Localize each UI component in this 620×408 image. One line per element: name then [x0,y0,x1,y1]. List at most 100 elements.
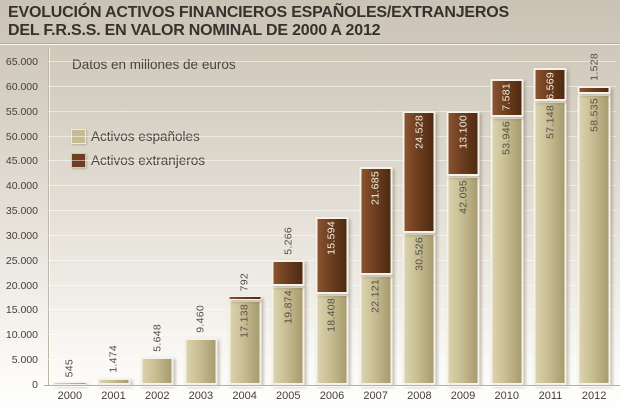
y-axis-tick-label: 40.000 [5,180,38,193]
x-axis-tick-label-2004: 2004 [232,390,257,402]
bar-stack: 42.095 13.100 [446,62,480,385]
y-axis-tick-label: 20.000 [5,279,38,292]
bar-stack: 57.148 6.569 [533,62,567,385]
y-axis-tick-label: 30.000 [5,229,38,242]
bar-group-2004: 17.138 792 [223,62,267,385]
bar-stack: 545 [53,62,87,385]
bar-group-2001: 1.474 [92,62,136,385]
bar-segment-extranjeros [446,111,480,176]
bar-value-label: 1.474 [107,345,120,373]
bar-stack: 58.535 1.528 [577,53,611,385]
y-axis-labels: 0 5.000 10.000 15.000 20.000 25.000 30.000 35.0… [0,56,42,391]
bar-value-label: 6.569 [544,72,557,100]
bar-value-label: 19.874 [282,290,295,324]
bar-group-2002: 5.648 [135,62,179,385]
y-axis-tick-label: 15.000 [5,304,38,317]
bar-stack: 1.474 [97,62,131,385]
x-axis-tick-label-2000: 2000 [57,390,83,402]
bar-segment-extranjeros [228,296,262,300]
chart-subtitle: Datos en millones de euros [72,57,236,72]
x-axis-tick-label-2005: 2005 [276,390,301,402]
bar-segment-espanoles [533,101,567,385]
bar-value-label: 13.100 [457,115,470,149]
chart-title: EVOLUCIÓN ACTIVOS FINANCIEROS ESPAÑOLES/… [8,4,509,40]
x-axis-tick-label-2010: 2010 [494,390,519,402]
bar-stack: 9.460 [184,62,218,385]
bar-value-label: 53.946 [500,121,513,155]
legend-swatch-extranjeros [71,152,86,168]
y-axis-tick-label: 65.000 [5,56,38,68]
bar-segment-espanoles [271,286,305,385]
bar-group-2003: 9.460 [179,62,223,385]
bar-stack: 18.408 15.594 [315,62,349,385]
bar-segment-espanoles [577,94,611,385]
bar-segment-espanoles [140,357,174,385]
bar-segment-espanoles [184,338,218,385]
x-axis-tick-label-2006: 2006 [319,390,345,402]
bar-value-label: 58.535 [588,98,601,132]
bar-segment-espanoles [490,117,524,385]
gridline [48,135,616,137]
bar-value-label: 5.648 [151,324,164,352]
y-axis-tick-label: 50.000 [5,130,38,143]
x-axis-tick-label-2012: 2012 [581,390,607,402]
bar-value-label: 21.685 [369,171,382,205]
y-axis-tick-label: 35.000 [5,205,38,218]
y-axis-tick-label: 45.000 [5,155,38,168]
bar-segment-extranjeros [577,86,611,94]
bar-group-2005: 19.874 5.266 [266,62,310,385]
y-axis-tick-label: 60.000 [5,80,38,93]
gridline [48,85,616,87]
x-axis-line [44,385,620,386]
bar-segment-extranjeros [315,217,349,294]
x-axis-tick-label-2007: 2007 [363,390,388,402]
bar-value-label: 545 [63,358,76,377]
bar-value-label: 22.121 [369,279,382,313]
bar-segment-espanoles [97,378,131,385]
bar-stack: 22.121 21.685 [359,62,393,385]
bar-group-2011: 57.148 6.569 [529,62,573,385]
legend-item-extranjeros: Activos extranjeros [71,152,206,168]
bar-value-label: 57.148 [544,105,557,139]
bar-stack: 17.138 792 [228,62,262,385]
bar-segment-espanoles [53,382,87,385]
plot-area: 545 1.474 5.648 9.460 17.138 792 19.874 5.266 18… [48,53,616,385]
gridline [48,160,616,162]
bar-segment-espanoles [402,233,436,385]
bar-segment-espanoles [359,275,393,385]
bar-segment-extranjeros [271,260,305,286]
gridline [48,61,616,62]
bar-value-label: 7.581 [500,83,513,111]
bar-group-2000: 545 [48,62,92,385]
bar-stack: 5.648 [140,62,174,385]
bar-group-2007: 22.121 21.685 [354,62,398,385]
x-axis-tick-label-2003: 2003 [188,390,214,402]
gridline [48,210,616,212]
bar-segment-espanoles [446,176,480,385]
bar-stack: 53.946 7.581 [490,62,524,385]
x-axis-labels: 2000 2001 2002 2003 2004 2005 2006 2007 2008 2009… [48,390,616,404]
bar-value-label: 42.095 [457,180,470,214]
bar-group-2006: 18.408 15.594 [310,62,354,385]
chart-title-line1: EVOLUCIÓN ACTIVOS FINANCIEROS ESPAÑOLES/… [8,4,509,21]
chart-title-line2: DEL F.R.S.S. EN VALOR NOMINAL DE 2000 A … [8,22,381,39]
bar-segment-extranjeros [490,79,524,117]
legend-label-extranjeros: Activos extranjeros [91,152,206,168]
y-axis-tick-label: 25.000 [5,254,38,267]
y-axis-tick-label: 5.000 [11,354,38,367]
y-axis-tick-label: 0 [32,379,38,391]
gridline [48,110,616,112]
bar-group-2009: 42.095 13.100 [441,62,485,385]
bar-group-2008: 30.526 24.528 [398,62,442,385]
x-axis-tick-label-2001: 2001 [101,390,126,402]
y-axis-tick-label: 10.000 [5,329,38,342]
x-axis-tick-label-2009: 2009 [450,390,476,402]
bar-value-label: 30.526 [413,237,426,271]
title-separator [0,43,620,45]
bar-value-label: 9.460 [194,305,207,333]
bar-value-label: 18.408 [325,298,338,332]
y-axis-line [48,47,49,385]
bar-segment-espanoles [315,294,349,385]
x-axis-tick-label-2011: 2011 [538,390,563,402]
